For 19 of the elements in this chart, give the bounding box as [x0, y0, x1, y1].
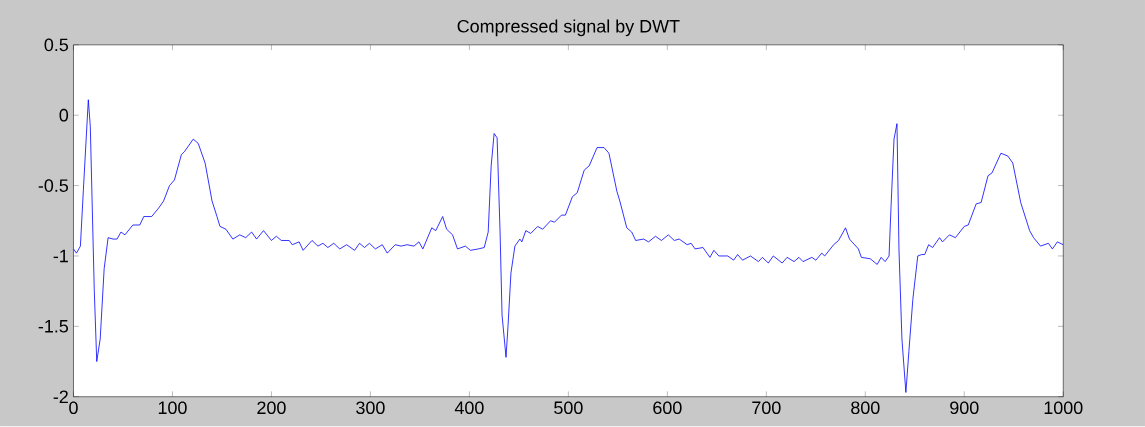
x-tick-label: 100: [158, 401, 187, 415]
x-tick-label: 1000: [1044, 401, 1083, 415]
x-tick-label: 900: [950, 401, 979, 415]
chart-title: Compressed signal by DWT: [457, 19, 680, 37]
y-tick-label: -1.5: [38, 320, 69, 333]
x-tick-label: 200: [257, 401, 286, 415]
y-tick-label: -1: [53, 249, 68, 263]
x-tick-label: 700: [752, 401, 781, 415]
y-tick-label: -2: [53, 390, 68, 404]
x-tick-label: 500: [554, 401, 583, 415]
y-tick-label: 0: [59, 109, 69, 122]
y-tick-label: 0.5: [44, 38, 69, 52]
x-tick-label: 400: [454, 401, 484, 415]
x-tick-label: 0: [69, 401, 78, 415]
x-tick-label: 800: [851, 401, 880, 415]
x-tick-label: 300: [356, 401, 385, 415]
x-tick-label: 600: [653, 401, 682, 415]
line-series: [73, 99, 1064, 394]
y-tick-label: -0.5: [38, 179, 69, 193]
